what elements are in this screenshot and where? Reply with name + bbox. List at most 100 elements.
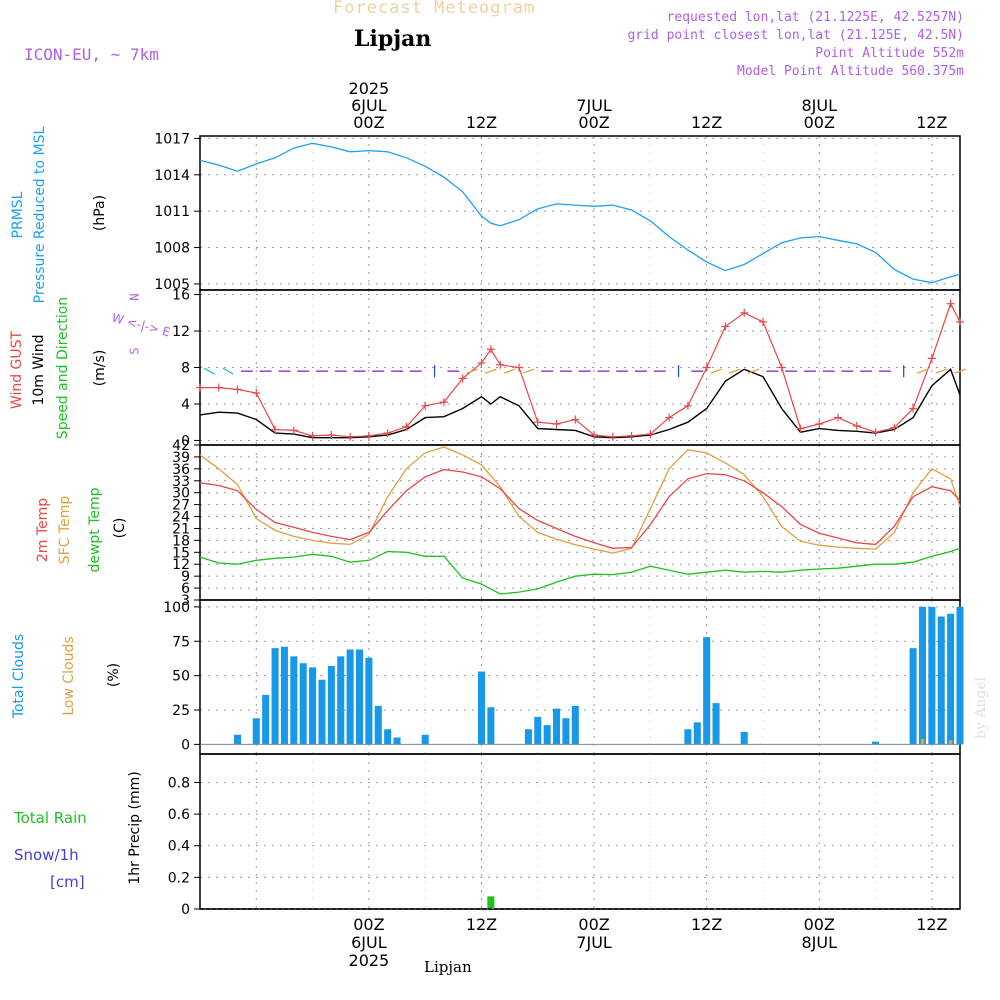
cloud-bar [928,606,936,745]
ytick-label: 12 [172,557,190,573]
time-label-top: 00Z [578,113,609,132]
ytick-label: 0.8 [168,775,190,791]
ytick-label: 1008 [154,241,190,257]
requested-coords: requested lon,lat (21.1225E, 42.5257N) [666,10,964,25]
cloud-bar [872,741,880,745]
wind-dir-arrow [916,368,929,374]
panel-frame [199,135,961,291]
time-label-top: 12Z [466,113,497,132]
gust-marker [515,363,524,372]
cloud-bar [337,656,345,745]
cloud-bar [553,708,561,745]
ytick-label: 8 [181,361,190,377]
ytick-label: 39 [172,450,190,466]
gust-marker [533,418,542,427]
time-label-bottom: 00Z [578,915,609,934]
model-label: ICON-EU, ~ 7km [24,45,159,64]
ytick-label: 12 [172,324,190,340]
cloud-bar [909,648,917,745]
gust-marker [196,383,204,392]
time-label-bottom: 00Z [353,915,384,934]
gust-marker [946,299,955,308]
gust-marker [871,428,880,437]
gust-marker [721,322,730,331]
ytick-label: 18 [172,533,190,549]
model-altitude: Model Point Altitude 560.375m [737,64,964,79]
panel-frame [199,444,961,601]
gust-marker [271,425,280,434]
ytick-label: 75 [172,634,190,650]
rain-bar [487,896,495,909]
total-rain-label: Total Rain [14,809,87,827]
cloud-bar [740,732,748,745]
wind-dir-arrow [485,368,497,374]
ytick-label: 16 [172,288,190,304]
chart-title: Forecast Meteogram [333,0,536,18]
time-label-top: 7JUL [576,96,612,115]
ytick-label: 27 [172,498,190,514]
ytick-label: 0 [181,433,190,449]
wind-dir-arrow [203,367,215,375]
gust-marker [383,429,392,438]
cloud-bar [280,646,288,745]
cloud-bar [918,606,926,745]
wind-dir-arrow [466,368,478,374]
gust-marker [909,404,918,413]
time-label-top: 00Z [804,113,835,132]
gust-marker [777,363,786,372]
time-label-bottom: 8JUL [801,933,837,952]
cloud-bar [956,606,964,745]
gust-marker [890,423,899,432]
time-label-top: 00Z [353,113,384,132]
location-title: Lipjan [354,26,432,52]
time-label-top: 6JUL [351,96,387,115]
cloud-bar [327,666,335,745]
gust-marker [402,422,411,431]
cloud-bar [693,722,701,745]
gust-marker [665,413,674,422]
gust-marker [439,398,448,407]
gust-marker [458,374,467,383]
ytick-label: 1017 [154,131,190,147]
cloud-bar [234,734,242,745]
gust-marker [590,430,599,439]
gust-marker [956,317,964,326]
gust-marker [608,432,617,441]
ytick-label: 50 [172,669,190,685]
time-label-top: 12Z [691,113,722,132]
gust-marker [486,345,495,354]
gust-marker [477,358,486,367]
ytick-label: 0 [181,902,190,918]
gust-marker [289,426,298,435]
gust-marker [252,389,261,398]
cloud-bar [393,737,401,745]
cloud-bar [534,716,542,745]
ytick-label: 1011 [154,204,190,220]
gust-marker [740,308,749,317]
ytick-label: 24 [172,510,190,526]
ytick-label: 1005 [154,277,190,293]
grid-point-coords: grid point closest lon,lat (21.125E, 42.… [627,28,964,43]
snow-label: Snow/1h [14,846,79,864]
time-label-bottom: 00Z [804,915,835,934]
cloud-bar [365,657,373,745]
wind-dir-arrow [503,368,516,374]
low-cloud-bar [920,738,925,745]
cloud-bar [712,703,720,745]
gust-marker [308,431,317,440]
point-altitude: Point Altitude 552m [815,46,964,61]
ytick-label: 33 [172,474,190,490]
time-label-bottom: 12Z [466,915,497,934]
cloud-bar [524,729,532,745]
cloud-bar [290,656,298,745]
cloud-bar [543,725,551,745]
cloud-bar [562,718,570,745]
footer-location: Lipjan [424,958,472,976]
gust-marker [815,420,824,429]
cloud-bar [937,616,945,745]
cloud-bar [252,718,260,745]
ytick-label: 21 [172,521,190,537]
cloud-bar [262,694,270,745]
gust-marker [214,383,223,392]
gust-marker [233,385,242,394]
